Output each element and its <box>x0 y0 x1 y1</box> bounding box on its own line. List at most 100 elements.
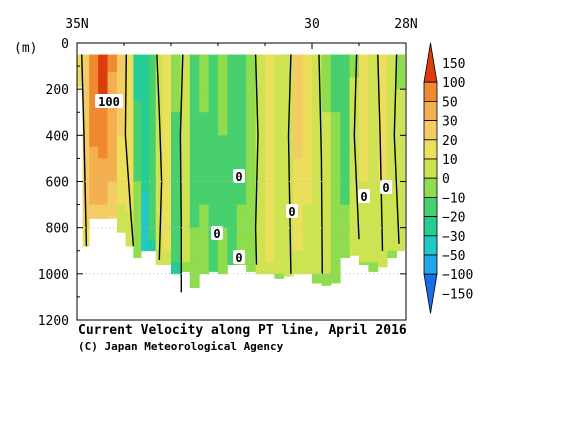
heatmap-cell <box>208 164 219 171</box>
heatmap-cell <box>255 216 266 223</box>
heatmap-cell <box>141 66 150 73</box>
heatmap-cell <box>368 250 379 257</box>
heatmap-cell <box>349 233 360 240</box>
heatmap-cell <box>148 71 157 79</box>
heatmap-cell <box>141 244 150 252</box>
heatmap-cell <box>208 152 219 159</box>
heatmap-cell <box>377 71 388 79</box>
heatmap-cell <box>396 118 405 125</box>
heatmap-cell <box>274 175 285 182</box>
heatmap-cell <box>368 146 379 154</box>
heatmap-cell <box>218 152 228 159</box>
heatmap-cell <box>218 175 228 182</box>
heatmap-cell <box>227 233 238 240</box>
heatmap-cell <box>377 250 388 257</box>
heatmap-cell <box>368 106 379 113</box>
heatmap-cell <box>377 100 388 107</box>
heatmap-cell <box>340 164 350 171</box>
heatmap-cell <box>82 123 90 130</box>
heatmap-cell <box>208 106 219 113</box>
heatmap-cell <box>312 164 322 171</box>
heatmap-cell <box>189 279 200 286</box>
heatmap-cell <box>340 244 350 252</box>
heatmap-cell <box>227 169 238 177</box>
heatmap-cell <box>274 256 285 263</box>
heatmap-cell <box>246 164 256 171</box>
heatmap-cell <box>171 71 181 79</box>
heatmap-cell <box>116 204 127 211</box>
chart-title: Current Velocity along PT line, April 20… <box>78 323 407 338</box>
heatmap-cell <box>274 118 285 125</box>
heatmap-cell <box>227 227 238 234</box>
heatmap-cell <box>265 204 275 211</box>
heatmap-cell <box>377 175 388 182</box>
contour-label: 0 <box>288 205 295 219</box>
colorbar-label: 10 <box>442 153 458 168</box>
heatmap-cell <box>77 77 84 84</box>
heatmap-cell <box>82 129 90 136</box>
heatmap-cell <box>208 77 219 84</box>
heatmap-cell <box>199 181 209 188</box>
heatmap-cell <box>218 77 228 84</box>
heatmap-cell <box>312 123 322 130</box>
heatmap-cell <box>155 66 164 73</box>
heatmap-cell <box>162 118 172 125</box>
heatmap-cell <box>349 227 360 234</box>
heatmap-cell <box>98 135 108 142</box>
heatmap-cell <box>208 54 219 61</box>
colorbar-swatch <box>423 273 438 314</box>
heatmap-cell <box>107 141 118 148</box>
heatmap-cell <box>330 250 341 257</box>
heatmap-cell <box>180 233 191 240</box>
contour-label-bg <box>95 94 123 108</box>
heatmap-cell <box>265 181 275 188</box>
heatmap-cell <box>107 175 118 182</box>
heatmap-cell <box>265 66 275 73</box>
heatmap-cell <box>227 204 238 211</box>
heatmap-cell <box>312 77 322 84</box>
heatmap-cell <box>302 175 313 182</box>
heatmap-cell <box>133 239 142 246</box>
heatmap-cell <box>359 89 369 96</box>
heatmap-cell <box>246 175 256 182</box>
heatmap-cell <box>359 118 369 125</box>
heatmap-cell <box>330 198 341 205</box>
heatmap-cell <box>340 66 350 73</box>
heatmap-cell <box>98 204 108 211</box>
heatmap-cell <box>155 227 164 234</box>
heatmap-cell <box>312 94 322 102</box>
heatmap-cell <box>199 100 209 107</box>
heatmap-cell <box>359 112 369 119</box>
heatmap-cell <box>236 233 247 240</box>
heatmap-cell <box>199 187 209 194</box>
heatmap-cell <box>246 152 256 159</box>
heatmap-cell <box>368 123 379 130</box>
heatmap-cell <box>246 244 256 252</box>
heatmap-cell <box>340 204 350 211</box>
heatmap-cell <box>236 146 247 154</box>
heatmap-cell <box>180 118 191 125</box>
heatmap-cell <box>321 66 332 73</box>
heatmap-cell <box>180 256 191 263</box>
heatmap-cell <box>155 77 164 84</box>
heatmap-cell <box>246 239 256 246</box>
heatmap-cell <box>265 152 275 159</box>
heatmap-cell <box>255 146 266 154</box>
heatmap-cell <box>265 175 275 182</box>
heatmap-cell <box>255 54 266 61</box>
heatmap-cell <box>340 106 350 113</box>
heatmap-cell <box>368 135 379 142</box>
heatmap-cell <box>274 100 285 107</box>
heatmap-cell <box>189 273 200 280</box>
heatmap-cell <box>171 112 181 119</box>
heatmap-cell <box>125 89 134 96</box>
heatmap-cell <box>236 77 247 84</box>
heatmap-cell <box>387 129 397 136</box>
heatmap-cell <box>265 83 275 90</box>
heatmap-cell <box>283 273 294 277</box>
heatmap-cell <box>283 239 294 246</box>
heatmap-cell <box>255 187 266 194</box>
heatmap-cell <box>107 152 118 159</box>
heatmap-cell <box>302 100 313 107</box>
